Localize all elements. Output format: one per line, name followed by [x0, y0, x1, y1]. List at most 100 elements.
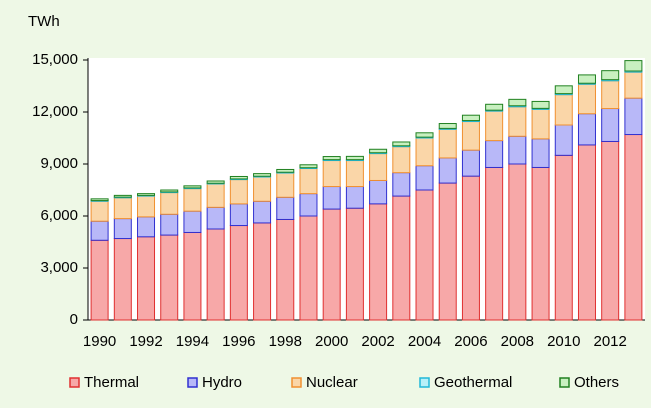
bar-segment [299, 164, 318, 169]
bar-segment [322, 186, 341, 210]
bar-segment [137, 193, 156, 196]
bar-segment [206, 228, 225, 321]
legend-marker [559, 377, 570, 388]
bar-segment [113, 194, 132, 198]
bar-segment [183, 185, 202, 189]
bar-segment [229, 225, 248, 321]
bar-segment [531, 100, 550, 109]
legend-label: Others [574, 374, 619, 391]
bar-segment [438, 182, 457, 321]
bar-segment [90, 200, 109, 222]
x-tick-label: 2000 [315, 333, 348, 350]
bar-segment [369, 148, 388, 154]
bar-segment [554, 85, 573, 95]
bar-segment [601, 80, 620, 110]
bar-segment [369, 153, 388, 181]
bar-segment [229, 179, 248, 205]
x-tick-label: 1996 [222, 333, 255, 350]
bar-segment [485, 140, 504, 168]
bar-segment [554, 124, 573, 156]
bar-segment [624, 71, 643, 99]
legend-label: Hydro [202, 374, 242, 391]
bar-segment [322, 208, 341, 321]
x-tick-label: 1990 [83, 333, 116, 350]
bar-segment [461, 121, 480, 151]
bar-segment [438, 123, 457, 129]
bar-segment [322, 156, 341, 161]
bar-segment [461, 149, 480, 177]
bar-segment [299, 215, 318, 321]
bar-segment [183, 188, 202, 212]
x-tick-label: 1992 [129, 333, 162, 350]
bar-segment [206, 206, 225, 230]
bar-segment [206, 180, 225, 184]
bar-segment [601, 140, 620, 321]
y-tick-label: 3,000 [40, 259, 78, 276]
bar-segment [554, 154, 573, 321]
bar-segment [577, 113, 596, 146]
y-tick-label: 6,000 [40, 207, 78, 224]
legend-marker [291, 377, 302, 388]
bar-segment [113, 238, 132, 321]
bar-segment [485, 166, 504, 321]
bar-segment [345, 186, 364, 209]
bar-segment [253, 222, 272, 321]
bar-segment [531, 138, 550, 168]
legend-label: Geothermal [434, 374, 512, 391]
bar-segment [90, 239, 109, 321]
x-tick-label: 1998 [269, 333, 302, 350]
legend-marker [187, 377, 198, 388]
bar-segment [160, 192, 179, 215]
bar-segment [624, 97, 643, 136]
bar-segment [183, 231, 202, 321]
bar-segment [113, 197, 132, 220]
bar-segment [90, 198, 109, 202]
x-tick-label: 2004 [408, 333, 441, 350]
x-tick-label: 2008 [501, 333, 534, 350]
bar-segment [508, 135, 527, 165]
bar-segment [276, 196, 295, 220]
bar-segment [392, 195, 411, 321]
bar-segment [276, 172, 295, 198]
bar-segment [577, 144, 596, 321]
x-tick-label: 2002 [361, 333, 394, 350]
bar-segment [601, 70, 620, 81]
legend-label: Thermal [84, 374, 139, 391]
bar-segment [137, 236, 156, 321]
bar-segment [345, 160, 364, 188]
bar-segment [90, 220, 109, 241]
bar-segment [508, 163, 527, 321]
bar-segment [160, 189, 179, 193]
bar-segment [137, 216, 156, 238]
legend-marker [69, 377, 80, 388]
bar-segment [345, 155, 364, 161]
y-tick-label: 0 [70, 311, 78, 328]
bar-segment [160, 234, 179, 321]
bar-segment [392, 172, 411, 197]
bar-segment [485, 103, 504, 111]
bar-segment [508, 98, 527, 107]
bar-segment [485, 110, 504, 142]
bar-segment [601, 108, 620, 142]
bar-segment [438, 157, 457, 184]
bar-segment [415, 132, 434, 138]
bar-segment [299, 168, 318, 195]
bar-segment [415, 137, 434, 167]
bar-segment [113, 218, 132, 240]
x-tick-label: 2012 [594, 333, 627, 350]
bar-segment [345, 207, 364, 321]
bar-segment [160, 213, 179, 236]
bar-segment [577, 74, 596, 84]
bar-segment [369, 203, 388, 321]
bar-segment [531, 166, 550, 321]
bar-segment [183, 210, 202, 233]
bar-segment [206, 183, 225, 208]
y-tick-label: 15,000 [32, 51, 78, 68]
bar-segment [508, 106, 527, 137]
bar-segment [253, 200, 272, 224]
legend-label: Nuclear [306, 374, 358, 391]
bar-segment [369, 179, 388, 205]
bar-segment [253, 173, 272, 177]
y-tick-label: 9,000 [40, 155, 78, 172]
